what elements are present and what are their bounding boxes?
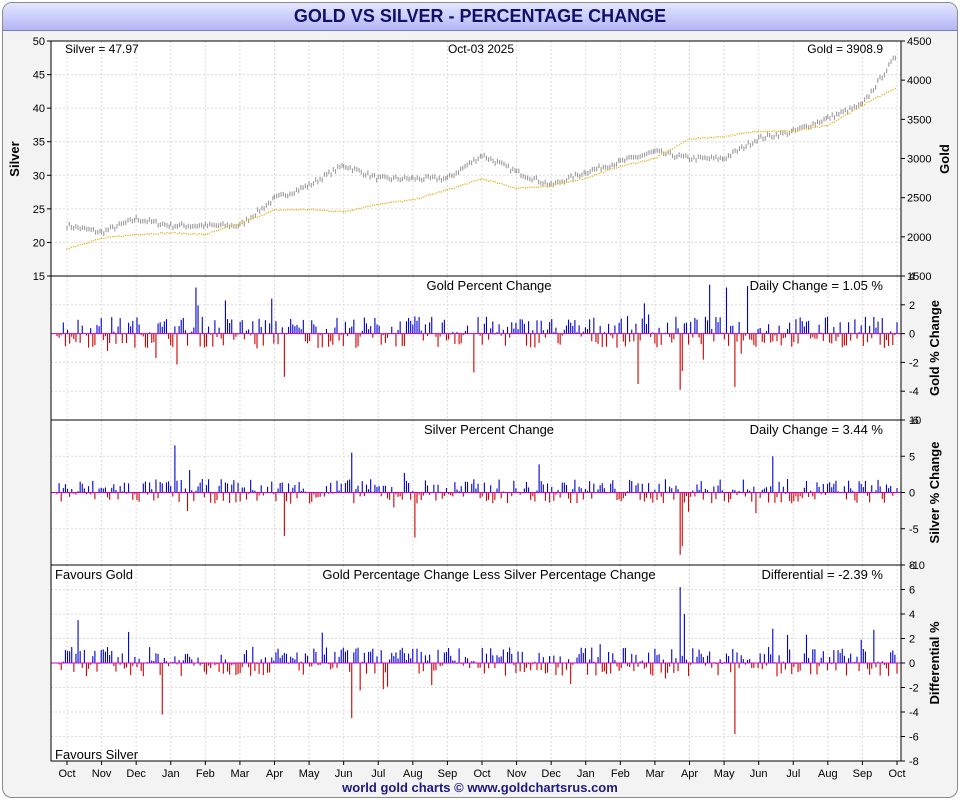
- diff-tick-label: -2: [909, 683, 919, 695]
- x-tick-label: Jan: [162, 768, 180, 780]
- silver-axis-tick-label: 30: [33, 170, 45, 182]
- x-tick-label: Oct: [58, 768, 75, 780]
- gold-pct-tick-label: -2: [909, 357, 919, 369]
- gold-axis-label: Gold: [937, 144, 952, 174]
- x-tick-label: Dec: [126, 768, 146, 780]
- panel-bg-0: [51, 41, 901, 276]
- diff-tick-label: 2: [909, 634, 915, 646]
- silver-pct-daily-label: Daily Change = 3.44 %: [750, 422, 884, 437]
- diff-tick-label: -4: [909, 707, 919, 719]
- x-tick-label: Jul: [786, 768, 800, 780]
- gold-pct-tick-label: -6: [909, 415, 919, 427]
- silver-pct-tick-label: 10: [909, 415, 921, 427]
- chart-canvas: 1520253035404550150020002500300035004000…: [7, 36, 952, 780]
- silver-pct-tick-label: -10: [909, 560, 925, 572]
- x-tick-label: Jun: [750, 768, 768, 780]
- gold-pct-tick-label: 0: [909, 329, 915, 341]
- x-tick-label: Dec: [541, 768, 561, 780]
- x-tick-label: Aug: [818, 768, 838, 780]
- gold-pct-tick-label: 4: [909, 271, 915, 283]
- gold-pct-daily-label: Daily Change = 1.05 %: [750, 278, 884, 293]
- silver-value-label: Silver = 47.97: [65, 42, 139, 56]
- silver-pct-tick-label: 0: [909, 488, 915, 500]
- silver-axis-tick-label: 20: [33, 237, 45, 249]
- x-tick-label: Apr: [681, 768, 698, 780]
- x-tick-label: Sep: [438, 768, 458, 780]
- panel-border-3: [50, 564, 902, 762]
- silver-axis-tick-label: 15: [33, 271, 45, 283]
- x-tick-label: Jan: [577, 768, 595, 780]
- x-tick-label: Oct: [888, 768, 905, 780]
- diff-tick-label: 8: [909, 560, 915, 572]
- diff-title: Gold Percentage Change Less Silver Perce…: [322, 567, 655, 582]
- silver-axis-tick-label: 35: [33, 137, 45, 149]
- diff-tick-label: 6: [909, 585, 915, 597]
- favours-silver-label: Favours Silver: [55, 747, 139, 762]
- gold-axis-tick-label: 3000: [907, 154, 931, 166]
- silver-axis-tick-label: 45: [33, 70, 45, 82]
- panel-bg-1: [51, 276, 901, 420]
- favours-gold-label: Favours Gold: [55, 567, 133, 582]
- diff-tick-label: -6: [909, 732, 919, 744]
- x-tick-label: Nov: [92, 768, 112, 780]
- gold-value-label: Gold = 3908.9: [807, 42, 883, 56]
- gold-axis-tick-label: 3500: [907, 114, 931, 126]
- diff-axis-label: Differential %: [927, 621, 942, 705]
- x-tick-label: Mar: [230, 768, 249, 780]
- x-tick-label: Nov: [507, 768, 527, 780]
- silver-pct-tick-label: 5: [909, 451, 915, 463]
- diff-tick-label: 4: [909, 609, 915, 621]
- silver-axis-label: Silver: [7, 141, 22, 176]
- x-tick-label: Jun: [335, 768, 353, 780]
- gold-pct-tick-label: -4: [909, 386, 919, 398]
- diff-daily-label: Differential = -2.39 %: [761, 567, 883, 582]
- gold-axis-tick-label: 4500: [907, 36, 931, 48]
- silver-axis-tick-label: 25: [33, 204, 45, 216]
- gold-axis-tick-label: 2000: [907, 232, 931, 244]
- x-tick-label: May: [299, 768, 320, 780]
- gold-axis-tick-label: 2500: [907, 193, 931, 205]
- x-tick-label: May: [714, 768, 735, 780]
- footer-credit: world gold charts © www.goldchartsrus.co…: [342, 780, 618, 795]
- diff-tick-label: 0: [909, 658, 915, 670]
- x-tick-label: Aug: [403, 768, 423, 780]
- gold-pct-title: Gold Percent Change: [426, 278, 551, 293]
- silver-pct-tick-label: -5: [909, 524, 919, 536]
- silver-axis-tick-label: 50: [33, 36, 45, 48]
- gold-pct-axis-label: Gold % Change: [927, 300, 942, 396]
- x-tick-label: Oct: [473, 768, 490, 780]
- x-tick-label: Feb: [196, 768, 215, 780]
- x-tick-label: Feb: [611, 768, 630, 780]
- gold-axis-tick-label: 4000: [907, 75, 931, 87]
- silver-pct-title: Silver Percent Change: [424, 422, 554, 437]
- silver-axis-tick-label: 40: [33, 103, 45, 115]
- diff-tick-label: -8: [909, 756, 919, 768]
- x-tick-label: Sep: [853, 768, 873, 780]
- x-tick-label: Mar: [645, 768, 664, 780]
- gold-axis-tick-label: 1500: [907, 271, 931, 283]
- silver-pct-axis-label: Silver % Change: [927, 442, 942, 544]
- x-tick-label: Jul: [371, 768, 385, 780]
- page-title: GOLD VS SILVER - PERCENTAGE CHANGE: [3, 3, 957, 31]
- x-tick-label: Apr: [266, 768, 283, 780]
- gold-pct-tick-label: 2: [909, 300, 915, 312]
- date-label: Oct-03 2025: [448, 42, 514, 56]
